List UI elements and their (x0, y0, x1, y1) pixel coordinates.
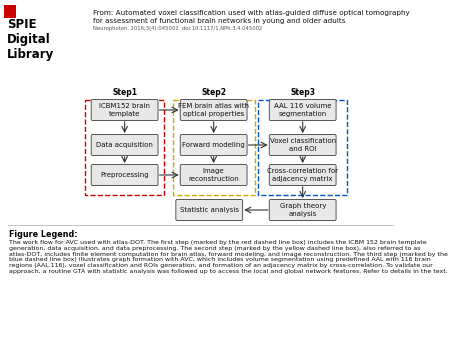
Text: FEM brain atlas with
optical properties: FEM brain atlas with optical properties (178, 103, 249, 117)
FancyBboxPatch shape (269, 165, 336, 186)
Bar (86, 100, 164, 195)
FancyBboxPatch shape (91, 99, 158, 121)
Text: Image
reconstruction: Image reconstruction (188, 168, 239, 182)
Bar (258, 100, 347, 195)
FancyBboxPatch shape (91, 135, 158, 155)
FancyBboxPatch shape (180, 99, 247, 121)
Bar (173, 100, 255, 195)
Text: ICBM152 brain
template: ICBM152 brain template (99, 103, 150, 117)
FancyBboxPatch shape (269, 199, 336, 220)
Text: Step3: Step3 (290, 88, 315, 97)
Text: Neurophoton. 2016;3(4):045002. doi:10.1117/1.NPh.3.4.045002: Neurophoton. 2016;3(4):045002. doi:10.11… (94, 26, 263, 31)
FancyBboxPatch shape (91, 165, 158, 186)
Text: for assessment of functional brain networks in young and older adults: for assessment of functional brain netwo… (94, 18, 346, 24)
Text: Figure Legend:: Figure Legend: (9, 230, 77, 239)
Text: Graph theory
analysis: Graph theory analysis (279, 203, 326, 217)
FancyBboxPatch shape (180, 165, 247, 186)
Text: The work flow for AVC used with atlas-DOT. The first step (marked by the red das: The work flow for AVC used with atlas-DO… (9, 240, 448, 274)
FancyBboxPatch shape (269, 99, 336, 121)
Text: From: Automated voxel classification used with atlas-guided diffuse optical tomo: From: Automated voxel classification use… (94, 10, 410, 16)
FancyBboxPatch shape (180, 135, 247, 155)
Text: Forward modeling: Forward modeling (182, 142, 245, 148)
FancyBboxPatch shape (176, 199, 243, 220)
Text: Step2: Step2 (201, 88, 226, 97)
Text: Voxel classification
and ROI: Voxel classification and ROI (270, 138, 336, 152)
Bar (4, 5, 16, 18)
Text: Step1: Step1 (112, 88, 137, 97)
Text: Preprocessing: Preprocessing (100, 172, 149, 178)
FancyBboxPatch shape (269, 135, 336, 155)
Text: AAL 116 volume
segmentation: AAL 116 volume segmentation (274, 103, 332, 117)
Text: Cross-correlation for
adjacency matrix: Cross-correlation for adjacency matrix (267, 168, 338, 182)
Text: Statistic analysis: Statistic analysis (180, 207, 238, 213)
Text: Data acquisition: Data acquisition (96, 142, 153, 148)
Text: SPIE
Digital
Library: SPIE Digital Library (7, 18, 54, 61)
